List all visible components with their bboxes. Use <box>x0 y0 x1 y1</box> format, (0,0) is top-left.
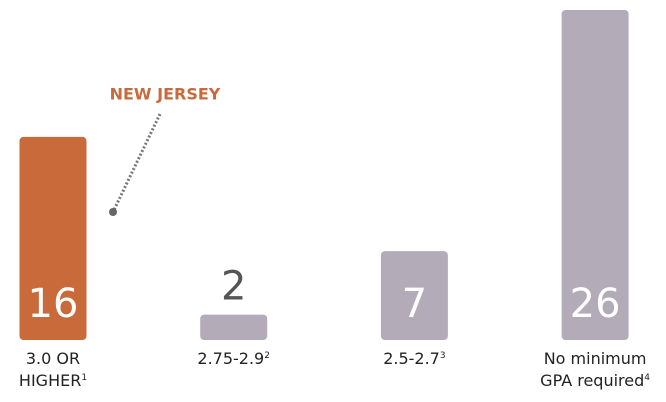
value-label: 2 <box>221 264 246 310</box>
annotation-dot <box>109 208 117 216</box>
bar <box>561 10 629 340</box>
category-text: 2.75-2.9 <box>197 349 265 368</box>
category-label: 3.0 OR HIGHER1 <box>0 348 113 392</box>
footnote-marker: 3 <box>439 351 446 361</box>
bar <box>200 314 268 340</box>
bar <box>19 136 87 340</box>
value-label: 26 <box>570 281 621 327</box>
annotation: NEW JERSEY <box>110 85 221 104</box>
footnote-marker: 4 <box>644 373 650 383</box>
bar <box>380 251 448 340</box>
category-text: 3.0 OR HIGHER <box>18 349 82 390</box>
category-label: 2.75-2.92 <box>174 348 294 370</box>
category-text: 2.5-2.7 <box>383 349 440 368</box>
footnote-marker: 2 <box>264 351 270 361</box>
annotation-leader <box>112 113 162 211</box>
category-label: 2.5-2.73 <box>354 348 474 370</box>
category-label: No minimum GPA required4 <box>535 348 655 392</box>
category-text: No minimum GPA required <box>540 349 647 390</box>
value-label: 7 <box>402 281 427 327</box>
footnote-marker: 1 <box>81 373 88 383</box>
value-label: 16 <box>28 281 79 327</box>
